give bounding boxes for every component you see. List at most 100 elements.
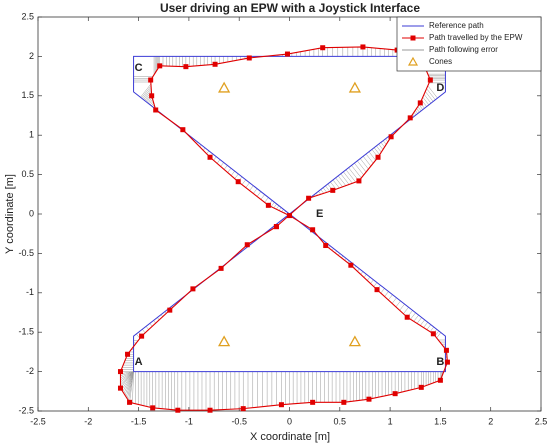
error-line <box>140 83 152 98</box>
path-marker <box>430 331 436 337</box>
path-marker <box>374 287 380 293</box>
x-tick-label: 1 <box>388 416 393 426</box>
path-marker <box>212 61 218 67</box>
path-marker <box>341 399 347 405</box>
x-tick-label: 1.5 <box>434 416 447 426</box>
y-tick-label: -0.5 <box>18 248 34 258</box>
error-line <box>340 173 350 185</box>
annotation: D <box>436 82 444 94</box>
y-axis-label: Y coordinate [m] <box>4 174 16 254</box>
path-marker <box>117 385 123 391</box>
legend-label: Path travelled by the EPW <box>429 33 523 42</box>
path-marker <box>246 55 252 61</box>
annotation: B <box>436 356 444 368</box>
error-line <box>322 187 327 193</box>
annotation: A <box>135 356 143 368</box>
error-line <box>368 151 376 161</box>
error-line <box>150 100 154 106</box>
path-marker <box>175 407 181 413</box>
x-tick-label: -2.5 <box>30 416 46 426</box>
error-line <box>376 145 382 153</box>
error-line <box>360 158 369 170</box>
plot-frame <box>37 16 542 412</box>
error-line <box>343 171 353 184</box>
error-line <box>230 170 235 176</box>
error-line <box>127 371 134 399</box>
legend-label: Path following error <box>429 45 498 54</box>
path-marker <box>443 347 449 353</box>
legend-symbol <box>407 56 419 66</box>
x-tick-label: 0 <box>287 416 292 426</box>
error-line <box>120 371 134 376</box>
error-line <box>403 307 409 314</box>
path-marker <box>284 51 290 57</box>
path-marker <box>149 93 155 99</box>
error-line <box>142 329 146 334</box>
error-line <box>360 271 364 275</box>
path-marker <box>407 115 413 121</box>
error-line <box>120 371 134 387</box>
error-line <box>426 88 436 100</box>
error-line <box>380 142 385 148</box>
path-marker <box>375 154 381 160</box>
error-line <box>253 188 258 194</box>
error-line <box>132 371 134 404</box>
error-line <box>354 162 364 176</box>
x-tick-label: -1.5 <box>131 416 147 426</box>
path-marker <box>437 377 443 383</box>
y-tick-label: -1.5 <box>18 327 34 337</box>
error-line <box>276 205 280 210</box>
path-marker <box>180 127 186 133</box>
error-line <box>270 202 275 207</box>
path-marker <box>125 351 131 357</box>
error-line <box>149 323 153 327</box>
path-marker <box>360 44 366 50</box>
cone-marker <box>218 335 231 347</box>
error-line <box>145 326 149 330</box>
error-line <box>351 165 362 179</box>
path-marker <box>330 187 336 193</box>
cone-marker <box>348 335 361 347</box>
error-line <box>388 294 393 301</box>
error-line <box>416 108 420 113</box>
error-line <box>325 185 330 192</box>
path-marker <box>148 77 154 83</box>
annotation: E <box>316 208 323 220</box>
error-line <box>213 156 217 161</box>
path-marker <box>427 77 433 83</box>
error-line <box>399 303 405 311</box>
error-line <box>332 179 340 189</box>
error-line <box>125 371 134 398</box>
error-line <box>425 91 434 102</box>
path-marker <box>366 396 372 402</box>
error-line <box>345 169 356 183</box>
error-line <box>256 191 262 197</box>
error-line <box>320 189 324 194</box>
path-marker <box>418 384 424 390</box>
error-line <box>273 203 277 209</box>
path-marker <box>278 402 284 408</box>
legend-label: Reference path <box>429 21 484 30</box>
y-tick-label: 2 <box>29 51 34 61</box>
error-line <box>245 182 250 188</box>
error-line <box>384 291 389 297</box>
error-line <box>122 371 134 392</box>
error-line <box>147 97 153 104</box>
error-line <box>423 94 432 104</box>
x-axis-label: X coordinate [m] <box>250 431 330 443</box>
path-marker <box>287 213 292 219</box>
path-marker <box>167 307 173 313</box>
x-tick-label: 2.5 <box>535 416 548 426</box>
error-line <box>153 320 156 324</box>
path-marker <box>218 265 224 271</box>
path-marker <box>306 195 312 201</box>
cone-marker <box>218 81 231 93</box>
cone-marker <box>348 81 361 93</box>
y-tick-label: -1 <box>26 287 34 297</box>
x-tick-label: 0.5 <box>334 416 347 426</box>
error-line <box>370 279 374 284</box>
error-line <box>415 110 418 114</box>
y-tick-label: 0.5 <box>21 169 34 179</box>
